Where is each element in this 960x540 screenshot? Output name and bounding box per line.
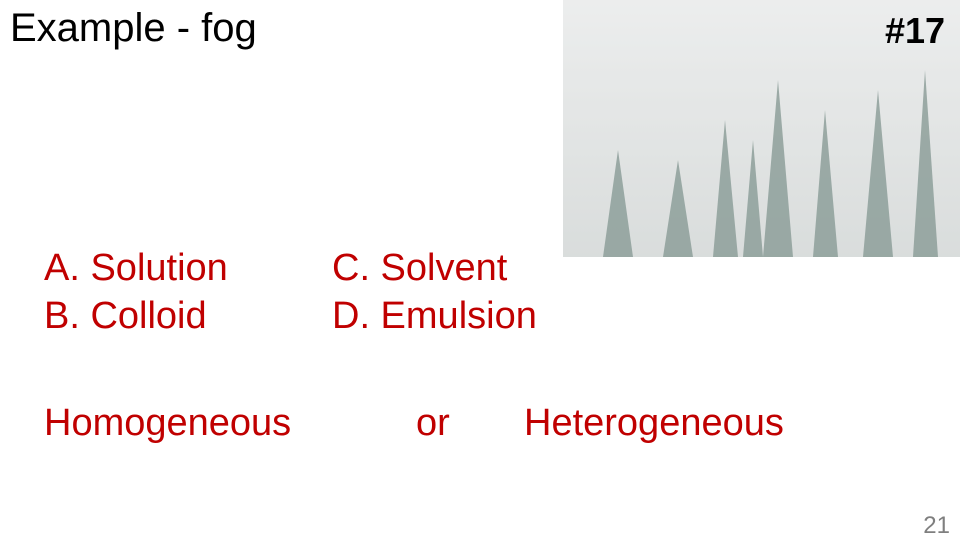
page-number: 21 [923,512,950,539]
slide-number: #17 [885,10,946,51]
options-right: C. Solvent D. Emulsion [332,244,537,340]
option: C. Solvent [332,247,508,289]
choice: Heterogeneous [524,402,784,444]
fog-image [563,0,960,257]
choice: or [416,402,450,444]
options-left: A. Solution B. Colloid [44,244,228,340]
option: D. Emulsion [332,295,537,337]
choice: Homogeneous [44,402,292,444]
option: A. Solution [44,247,228,289]
option: B. Colloid [44,295,207,337]
title: Example - fog [10,6,257,50]
